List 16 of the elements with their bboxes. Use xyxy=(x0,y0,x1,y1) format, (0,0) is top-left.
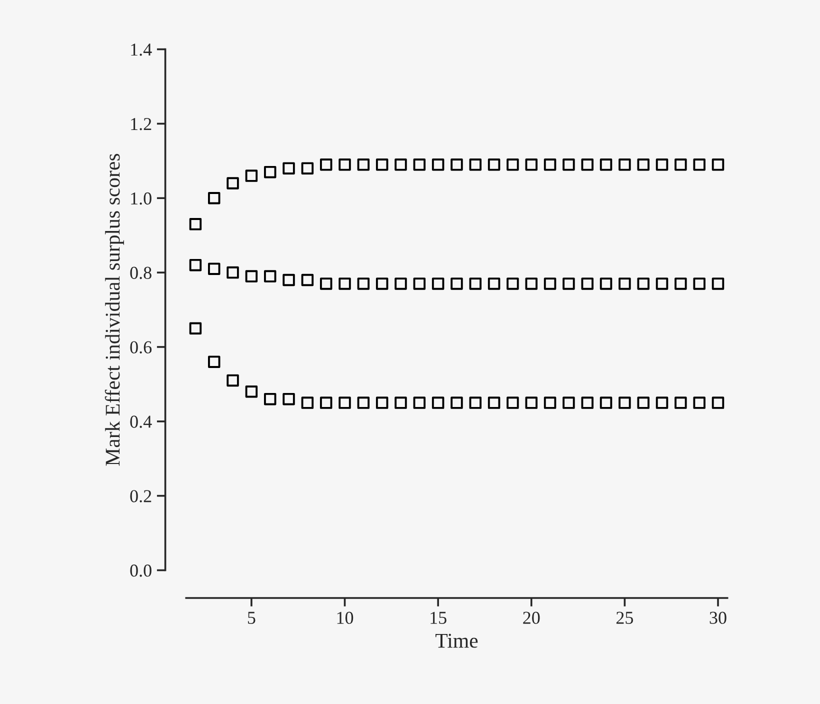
y-axis-title: Mark Effect individual surplus scores xyxy=(104,154,124,466)
y-tick-label: 0.6 xyxy=(130,341,152,354)
x-tick-label: 15 xyxy=(430,612,446,624)
x-tick-label: 30 xyxy=(710,612,726,624)
y-tick-label: 0.2 xyxy=(130,490,152,502)
x-tick-label: 20 xyxy=(523,612,540,624)
y-tick-label: 1.4 xyxy=(131,44,152,56)
y-tick-label: 1.2 xyxy=(131,118,152,130)
x-tick-label: 25 xyxy=(616,612,634,624)
y-tick-label: 0.4 xyxy=(130,416,152,428)
x-tick-label: 5 xyxy=(248,612,256,624)
y-tick-label: 0.8 xyxy=(130,266,152,280)
x-tick-label: 10 xyxy=(337,612,354,624)
y-tick-label: 1.0 xyxy=(131,192,152,205)
y-tick-label: 0.0 xyxy=(130,564,152,577)
x-axis-title: Time xyxy=(436,634,478,648)
